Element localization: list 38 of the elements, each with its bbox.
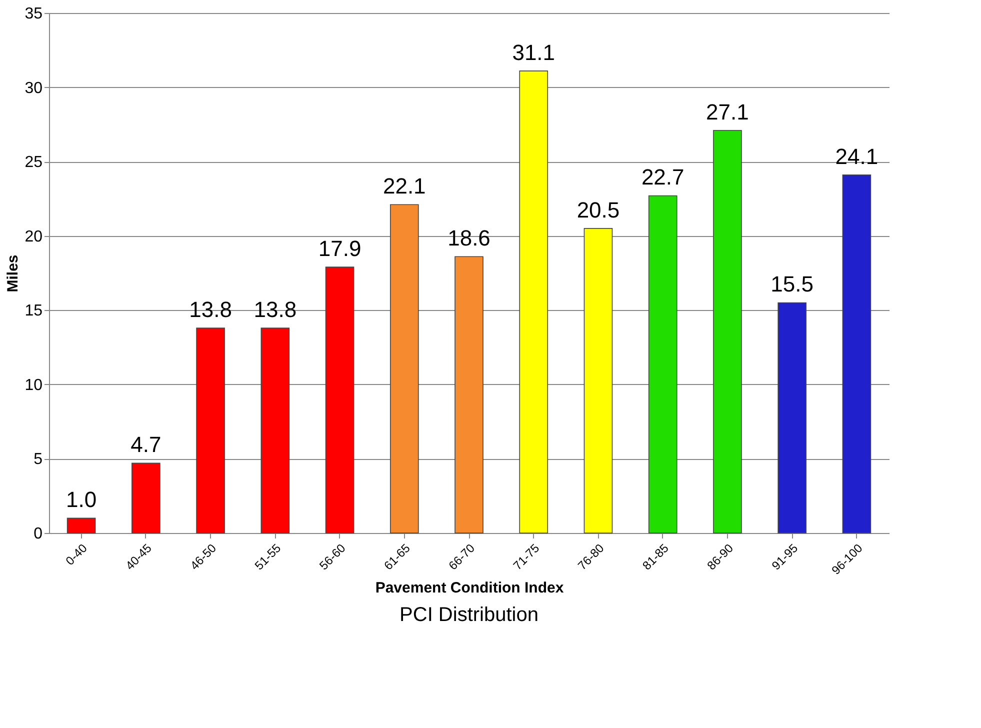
data-label: 17.9 [318, 236, 362, 262]
bar [390, 204, 419, 534]
data-label: 1.0 [66, 487, 97, 512]
y-tick-label: 25 [24, 154, 43, 172]
y-tick-label: 30 [24, 80, 43, 97]
data-label: 22.1 [382, 174, 426, 199]
bar [648, 195, 678, 534]
y-tick-label: 35 [24, 6, 43, 22]
y-tick-label: 5 [34, 451, 43, 468]
data-label: 24.1 [835, 144, 878, 169]
text: PCI Distribution [400, 604, 538, 626]
data-label: 15.5 [770, 272, 814, 297]
data-label: 13.8 [254, 296, 297, 322]
data-label: 18.6 [448, 226, 490, 251]
data-label: 4.7 [130, 432, 162, 458]
bar [66, 518, 96, 534]
bar [260, 328, 290, 534]
bar [778, 302, 806, 534]
y-tick-label: 10 [24, 376, 43, 394]
data-label: 13.8 [189, 296, 232, 322]
bar [325, 266, 354, 534]
data-label: 20.5 [576, 197, 620, 222]
y-tick-label: 20 [24, 228, 43, 246]
data-label: 22.7 [641, 164, 684, 190]
bar [519, 70, 548, 534]
bar [454, 256, 484, 534]
bar [196, 328, 225, 534]
x-axis-title: Pavement Condition Index [375, 580, 564, 597]
bar [132, 462, 160, 534]
bar [584, 228, 613, 534]
y-tick-label: 0 [34, 526, 43, 542]
data-label: 27.1 [706, 99, 749, 124]
y-axis-title: Miles [4, 254, 22, 292]
bar [842, 174, 872, 534]
y-tick-label: 15 [24, 302, 43, 320]
bar [713, 130, 742, 534]
x-tick-label: 0-40 [62, 540, 90, 568]
data-label: 31.1 [512, 40, 556, 65]
